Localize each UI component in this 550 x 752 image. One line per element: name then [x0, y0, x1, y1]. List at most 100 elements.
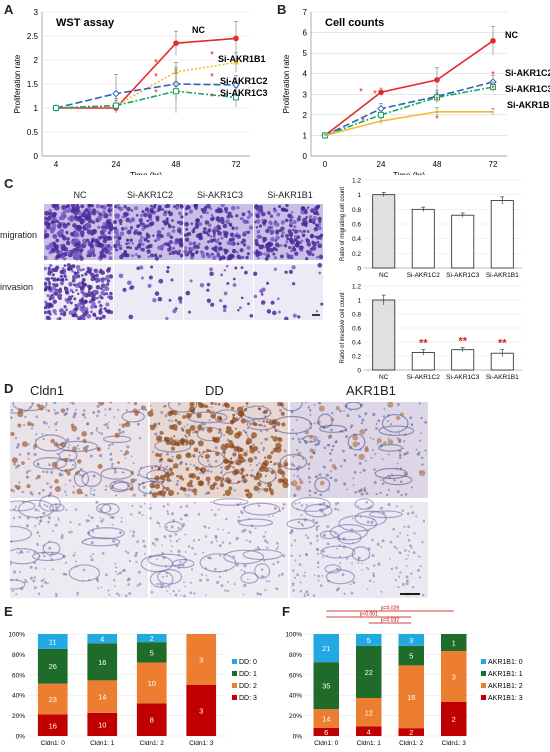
stained-cell	[152, 298, 157, 303]
nucleus	[87, 531, 91, 535]
stained-cell	[69, 301, 73, 305]
stained-cell	[65, 208, 71, 214]
stain-spot	[182, 487, 187, 492]
nucleus	[126, 445, 130, 449]
nucleus	[15, 578, 19, 581]
nucleus	[73, 551, 76, 554]
nucleus	[409, 544, 412, 548]
stained-cell	[317, 243, 323, 249]
nucleus	[47, 520, 51, 524]
stain-spot	[223, 402, 228, 407]
nucleus	[14, 505, 17, 508]
segment-value-label: 5	[150, 648, 154, 657]
nucleus	[29, 469, 32, 472]
nucleus	[108, 407, 112, 411]
nucleus	[149, 503, 152, 506]
nucleus	[21, 490, 24, 494]
nucleus	[386, 420, 389, 423]
stained-cell	[70, 231, 75, 237]
stained-cell	[68, 310, 74, 316]
stain-spot	[240, 471, 244, 475]
stained-cell	[213, 247, 218, 252]
stained-cell	[215, 216, 220, 222]
nucleus	[136, 540, 140, 543]
nucleus	[191, 546, 194, 550]
nucleus	[392, 527, 395, 531]
stained-cell	[164, 242, 168, 246]
nucleus	[295, 433, 298, 436]
nucleus	[381, 539, 385, 543]
nucleus	[331, 444, 335, 448]
nucleus	[197, 512, 201, 516]
stain-spot	[277, 402, 282, 407]
nucleus	[383, 408, 386, 410]
stained-cell	[48, 209, 52, 213]
stained-cell	[105, 302, 110, 307]
stained-cell	[131, 242, 134, 245]
nucleus	[189, 463, 192, 466]
nucleus	[89, 555, 92, 558]
stained-cell	[74, 231, 80, 237]
data-point	[490, 38, 496, 44]
nucleus	[131, 534, 135, 538]
stained-cell	[254, 241, 259, 246]
stained-cell	[48, 215, 52, 219]
nucleus	[162, 556, 166, 560]
stained-cell	[246, 252, 250, 256]
nucleus	[353, 470, 357, 474]
stain-spot	[399, 412, 405, 417]
stain-spot	[291, 480, 298, 487]
nucleus	[185, 504, 189, 508]
micrograph-invasion-si-akr1c2	[114, 264, 183, 320]
stained-cell	[141, 227, 145, 232]
stained-cell	[59, 274, 63, 278]
nucleus	[381, 458, 384, 460]
stain-spot	[159, 474, 166, 481]
nucleus	[160, 544, 163, 547]
stained-cell	[281, 207, 286, 212]
nucleus	[292, 455, 295, 458]
nucleus	[69, 459, 72, 462]
nucleus	[251, 469, 254, 472]
stain-spot	[151, 492, 158, 498]
migration-bar-chart: 00.20.40.60.811.2NC Si-AKR1C2 Si-AKR1C3 Si-…	[340, 178, 522, 279]
stain-spot	[47, 409, 51, 413]
nucleus	[365, 500, 369, 504]
nucleus	[398, 456, 402, 460]
stain-spot	[209, 411, 212, 414]
stained-cell	[73, 215, 78, 220]
stained-cell	[316, 255, 319, 259]
nucleus	[221, 541, 225, 544]
nucleus	[68, 454, 71, 457]
nucleus	[179, 461, 183, 466]
nucleus	[308, 408, 312, 412]
stained-cell	[152, 234, 155, 237]
stain-spot	[258, 466, 265, 473]
stain-spot	[212, 437, 218, 443]
nucleus	[407, 538, 411, 542]
stained-cell	[166, 232, 171, 237]
stain-spot	[214, 475, 221, 482]
nucleus	[35, 517, 38, 520]
nucleus	[343, 482, 347, 486]
nucleus	[227, 531, 230, 534]
legend-si-akr1c2: Si-AKR1C2	[505, 68, 550, 78]
nucleus	[407, 525, 410, 529]
stained-cell	[230, 214, 234, 219]
stained-cell	[217, 226, 221, 230]
stained-cell	[150, 204, 153, 208]
stained-cell	[146, 249, 151, 254]
stained-cell	[226, 281, 230, 285]
stain-spot	[209, 484, 216, 491]
stained-cell	[240, 241, 244, 244]
stained-cell	[269, 222, 273, 225]
gland-outline	[354, 498, 374, 510]
nucleus	[172, 590, 175, 593]
stained-cell	[246, 230, 251, 235]
nucleus	[204, 567, 208, 570]
stained-cell	[124, 226, 128, 230]
stained-cell	[99, 304, 103, 308]
nucleus	[245, 419, 249, 423]
stained-cell	[293, 229, 299, 234]
stained-cell	[108, 251, 112, 256]
